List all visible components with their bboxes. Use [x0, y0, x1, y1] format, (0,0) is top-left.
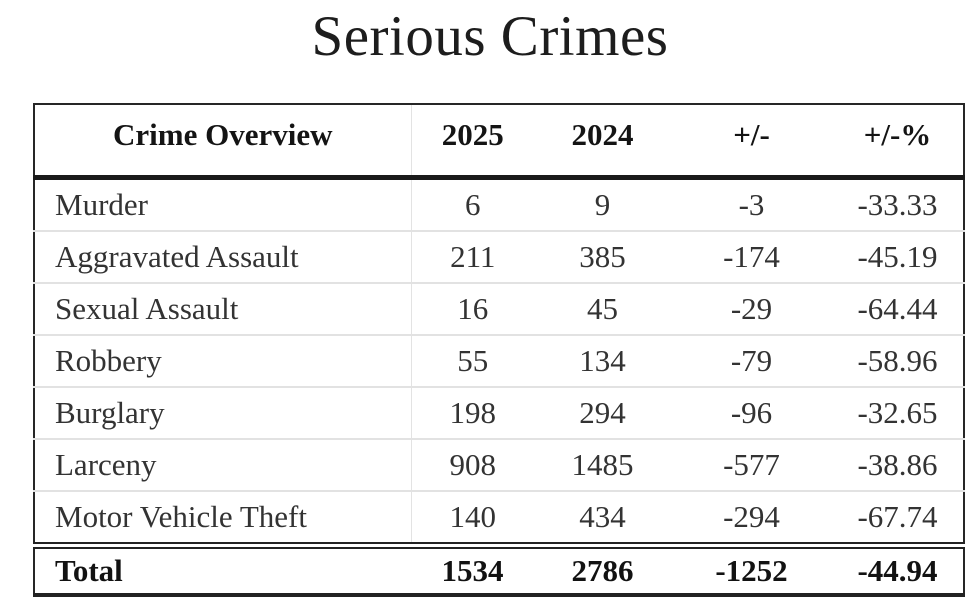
column-header-diff-percent: +/-%: [832, 104, 964, 180]
value-diff-percent: -64.44: [832, 283, 964, 336]
total-2024: 2786: [534, 542, 671, 597]
value-2024: 1485: [534, 439, 671, 492]
value-diff-percent: -32.65: [832, 387, 964, 440]
value-2024: 385: [534, 231, 671, 284]
table-footer: Total 1534 2786 -1252 -44.94: [34, 542, 964, 597]
column-header-2025: 2025: [411, 104, 534, 180]
value-diff-percent: -67.74: [857, 499, 938, 534]
crime-label: Burglary: [34, 387, 412, 440]
table-row-murder: Murder 6 9 -3 -33.33: [34, 177, 964, 232]
table-row-aggravated-assault: Aggravated Assault 211 385 -174 -45.19: [34, 231, 964, 284]
total-diff-percent: -44.94: [832, 542, 964, 597]
value-diff: -294: [723, 499, 780, 534]
value-diff: -79: [671, 335, 832, 388]
value-diff-percent: -38.86: [832, 439, 964, 492]
crime-label: Sexual Assault: [34, 283, 412, 336]
value-diff-percent: -58.96: [832, 335, 964, 388]
table-row-motor-vehicle-theft: Motor Vehicle Theft 140 434 -294 -67.74: [34, 491, 964, 546]
crime-label: Aggravated Assault: [34, 231, 412, 284]
value-diff: -96: [671, 387, 832, 440]
table-row-burglary: Burglary 198 294 -96 -32.65: [34, 387, 964, 440]
value-diff-percent: -45.19: [832, 231, 964, 284]
value-2025: 16: [411, 283, 534, 336]
value-diff: -577: [671, 439, 832, 492]
value-diff: -174: [671, 231, 832, 284]
crime-label: Motor Vehicle Theft: [34, 491, 412, 546]
table-row-sexual-assault: Sexual Assault 16 45 -29 -64.44: [34, 283, 964, 336]
total-label: Total: [34, 542, 411, 597]
value-diff: -3: [671, 177, 832, 232]
column-header-diff: +/-: [671, 104, 832, 180]
crime-label: Murder: [34, 177, 412, 232]
crime-label: Larceny: [34, 439, 412, 492]
value-2025: 55: [411, 335, 534, 388]
value-2025: 908: [411, 439, 534, 492]
total-2025: 1534: [411, 542, 534, 597]
crime-label: Robbery: [34, 335, 412, 388]
table-header: Crime Overview 2025 2024 +/- +/-%: [34, 104, 964, 180]
page-title: Serious Crimes: [311, 5, 669, 68]
value-2024: 9: [534, 177, 671, 232]
serious-crimes-table: Crime Overview 2025 2024 +/- +/-% Murder…: [33, 103, 965, 597]
value-2024: 45: [534, 283, 671, 336]
value-2025: 6: [411, 177, 534, 232]
value-diff-percent: -33.33: [832, 177, 964, 232]
value-2025: 211: [411, 231, 534, 284]
value-2024: 434: [579, 499, 626, 534]
header-row: Crime Overview 2025 2024 +/- +/-%: [34, 104, 964, 180]
total-diff: -1252: [671, 542, 832, 597]
table-body: Murder 6 9 -3 -33.33 Aggravated Assault …: [34, 177, 964, 546]
value-2024: 294: [534, 387, 671, 440]
table-row-robbery: Robbery 55 134 -79 -58.96: [34, 335, 964, 388]
value-2025: 140: [449, 499, 497, 534]
value-diff: -29: [671, 283, 832, 336]
value-2025: 198: [411, 387, 534, 440]
column-header-crime-overview: Crime Overview: [34, 104, 412, 180]
table-row-larceny: Larceny 908 1485 -577 -38.86: [34, 439, 964, 492]
table-row-total: Total 1534 2786 -1252 -44.94: [34, 542, 964, 597]
value-2024: 134: [534, 335, 671, 388]
column-header-2024: 2024: [534, 104, 671, 180]
